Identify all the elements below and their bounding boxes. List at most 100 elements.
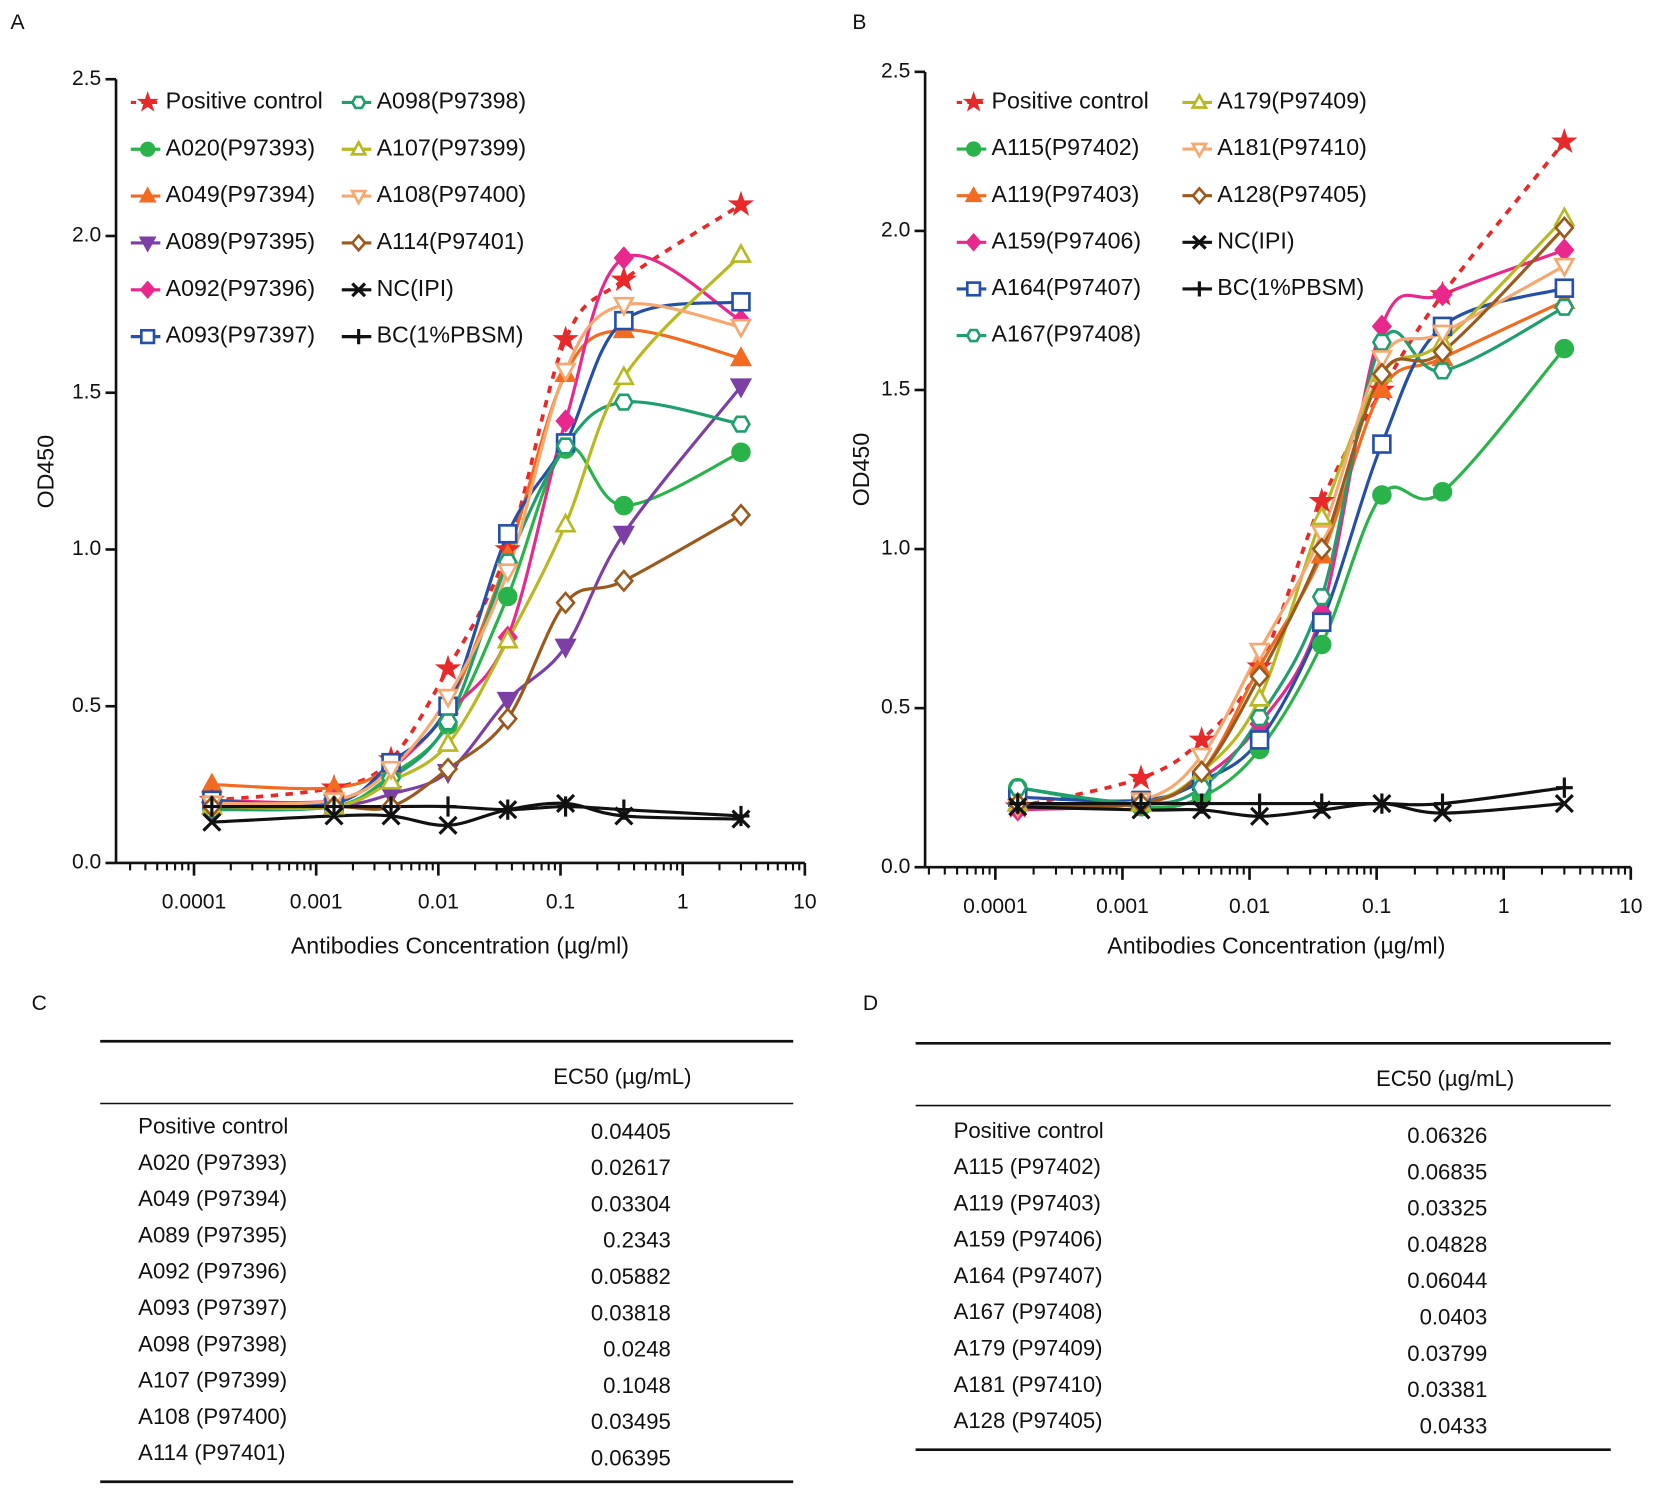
column-header: EC50 (µg/mL) (1376, 1066, 1514, 1091)
row-value: 0.1048 (603, 1373, 671, 1398)
marker (731, 415, 751, 433)
legend-label: A108(P97400) (377, 181, 527, 207)
marker (965, 233, 982, 252)
y-tick-label: 0.5 (72, 694, 101, 717)
marker (437, 757, 459, 781)
legend-label: A179(P97409) (1217, 88, 1367, 114)
y-tick-label: 2.0 (881, 218, 910, 241)
marker (1554, 238, 1575, 262)
marker (497, 707, 518, 731)
marker (965, 281, 982, 297)
marker (438, 713, 458, 731)
panel-label: A (11, 11, 26, 34)
row-value: 0.03381 (1407, 1377, 1487, 1402)
panel-label: C (32, 992, 47, 1015)
fit-curve (1017, 299, 1566, 808)
x-tick-label: 0.1 (546, 891, 575, 914)
marker (731, 442, 751, 463)
marker (1308, 487, 1335, 513)
x-tick-label: 1 (1498, 895, 1510, 918)
marker (434, 654, 462, 680)
marker (1311, 588, 1332, 606)
marker (1432, 482, 1453, 502)
x-tick-label: 0.0001 (963, 895, 1027, 918)
y-tick-label: 0.0 (881, 855, 910, 878)
legend-label: A020(P97393) (166, 134, 316, 160)
panel-label: D (863, 992, 878, 1015)
marker (436, 731, 460, 752)
marker (352, 329, 365, 345)
marker (498, 524, 518, 544)
marker (615, 799, 633, 820)
x-tick-label: 0.001 (290, 891, 343, 914)
row-value: 0.02617 (591, 1155, 671, 1180)
x-tick-label: 0.01 (1229, 895, 1270, 918)
legend-label: A098(P97398) (377, 88, 527, 114)
marker (1193, 793, 1211, 814)
row-value: 0.0248 (603, 1337, 671, 1362)
x-axis-title: Antibodies Concentration (µg/ml) (291, 932, 629, 958)
y-tick-label: 1.0 (72, 537, 101, 560)
fit-curve (1017, 264, 1566, 809)
marker (138, 186, 157, 203)
legend-label: A164(P97407) (992, 274, 1142, 300)
row-value: 0.0433 (1420, 1413, 1488, 1438)
marker (554, 638, 577, 659)
row-name: A093 (P97397) (138, 1295, 287, 1320)
marker (1250, 806, 1270, 826)
row-value: 0.03495 (591, 1409, 671, 1434)
row-name: A108 (P97400) (138, 1404, 287, 1429)
row-name: A049 (P97394) (138, 1186, 287, 1211)
marker (613, 569, 635, 593)
marker (1370, 377, 1393, 399)
row-value: 0.03304 (591, 1191, 671, 1216)
row-name: A092 (P97396) (138, 1259, 287, 1284)
marker (612, 296, 635, 317)
marker (202, 812, 222, 832)
marker (1249, 664, 1270, 689)
row-value: 0.0403 (1420, 1305, 1488, 1330)
marker (140, 328, 156, 345)
row-name: A167 (P97408) (954, 1299, 1103, 1324)
marker (612, 365, 635, 386)
fit-curve (211, 300, 742, 808)
row-name: A119 (P97403) (954, 1190, 1101, 1215)
legend-label: A093(P97397) (166, 322, 316, 348)
fit-curve (211, 302, 742, 806)
row-name: A179 (P97409) (954, 1336, 1103, 1361)
marker (1009, 793, 1027, 814)
legend-label: NC(IPI) (1217, 227, 1294, 253)
marker (138, 236, 157, 253)
legend-label: A119(P97403) (992, 181, 1140, 207)
marker (203, 796, 221, 817)
marker (729, 242, 753, 263)
marker (962, 91, 985, 112)
marker (731, 292, 751, 312)
legend-label: A092(P97396) (166, 275, 316, 301)
table: C EC50 (µg/mL) Positive control 0.04405 A020… (32, 992, 794, 1484)
marker (1371, 333, 1392, 351)
marker (555, 591, 576, 615)
row-value: 0.06395 (591, 1445, 671, 1470)
marker (554, 362, 577, 383)
marker (1191, 760, 1212, 784)
fit-curve (211, 513, 742, 811)
legend-label: BC(1%PBSM) (1217, 274, 1364, 300)
marker (1191, 234, 1207, 250)
row-name: Positive control (138, 1114, 288, 1139)
legend-label: A107(P97399) (377, 134, 527, 160)
y-tick-label: 1.5 (881, 378, 910, 401)
marker (612, 525, 635, 546)
marker (136, 91, 159, 112)
marker (139, 280, 156, 300)
chart: A 0.0 0.5 1.0 1.5 2.0 2.5 0.0001 0.001 0.01 0.1 1 10… (11, 11, 817, 959)
marker (498, 586, 518, 607)
marker (964, 185, 983, 203)
y-axis-title: OD450 (33, 435, 59, 508)
y-tick-label: 1.5 (72, 380, 101, 403)
row-value: 0.03325 (1407, 1196, 1487, 1221)
y-tick-label: 2.5 (881, 59, 910, 82)
marker (1432, 340, 1453, 364)
fit-curve (211, 804, 742, 818)
marker (1432, 362, 1453, 380)
